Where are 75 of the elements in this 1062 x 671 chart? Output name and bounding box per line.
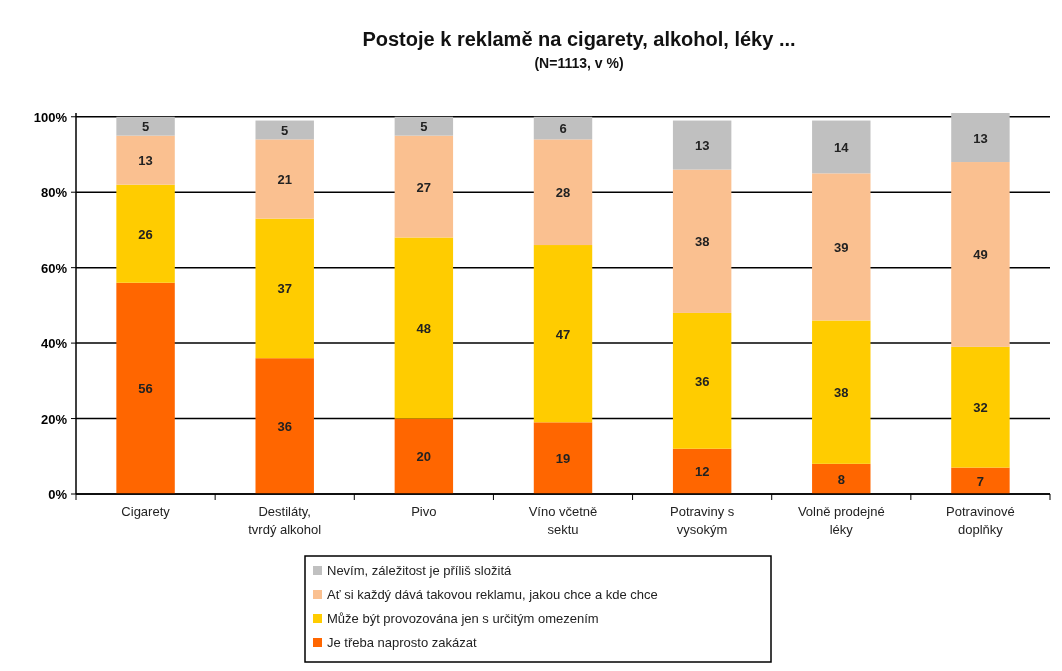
data-label: 5	[281, 122, 289, 138]
bar	[116, 116, 175, 136]
bar	[672, 312, 732, 449]
data-label: 49	[973, 247, 988, 263]
data-label: 27	[416, 179, 432, 195]
bar	[951, 467, 1010, 494]
x-tick-label: Volně prodejné léky	[797, 504, 885, 537]
bar	[812, 320, 871, 464]
bar	[533, 422, 593, 494]
data-label: 36	[277, 419, 292, 435]
bar	[533, 116, 593, 140]
x-tick-label: Potraviny s vysokým	[669, 504, 735, 537]
data-label: 21	[277, 172, 292, 188]
chart-title: Postoje k reklamě na cigarety, alkohol, léky ...	[362, 28, 796, 50]
bar	[812, 120, 871, 174]
data-label: 39	[834, 239, 849, 255]
legend-label: Může být provozována jen s určitým omezením	[327, 611, 599, 626]
legend-label: Nevím, záležitost je příliš složitá	[327, 563, 512, 578]
data-label: 13	[973, 130, 988, 146]
bar	[255, 139, 314, 219]
y-tick-label: 0%	[48, 487, 68, 502]
bar	[394, 418, 454, 494]
data-label: 8	[837, 471, 845, 487]
bar	[951, 113, 1010, 163]
y-tick-label: 40%	[40, 336, 68, 352]
data-label: 14	[834, 139, 850, 155]
data-label: 47	[555, 326, 571, 342]
legend-label: Ať si každý dává takovou reklamu, jakou chce a kde chce	[327, 587, 658, 602]
bar	[533, 245, 593, 423]
bar	[672, 169, 732, 313]
bar	[116, 135, 175, 185]
data-label: 6	[559, 121, 567, 137]
bar	[255, 218, 314, 359]
data-label: 13	[694, 138, 710, 154]
data-label: 19	[555, 451, 571, 467]
data-label: 26	[138, 226, 153, 242]
data-label: 37	[277, 281, 292, 297]
data-label: 5	[420, 119, 428, 135]
data-label: 36	[694, 373, 710, 389]
chart-subtitle: (N=1113, v %)	[534, 55, 624, 71]
bar	[394, 116, 454, 136]
data-label: 48	[416, 321, 432, 337]
bar	[672, 120, 732, 170]
bar	[672, 448, 732, 494]
y-tick-label: 60%	[40, 260, 68, 276]
bar	[812, 463, 871, 494]
data-label: 38	[694, 234, 710, 250]
legend-label: Je třeba naprosto zakázat	[327, 635, 477, 650]
bar	[812, 173, 871, 321]
x-tick-label: Destiláty, tvrdý alkohol	[248, 504, 322, 537]
data-label: 32	[973, 400, 988, 416]
bar	[116, 282, 175, 494]
bar	[116, 184, 175, 283]
x-tick-label: Víno včetně sektu	[528, 504, 598, 537]
bar	[394, 237, 454, 419]
data-label: 12	[694, 464, 710, 480]
bar	[255, 120, 314, 140]
bar	[255, 358, 314, 494]
x-tick-label: Pivo	[411, 504, 437, 519]
data-label: 13	[138, 153, 153, 169]
y-tick-label: 20%	[40, 411, 68, 427]
x-tick-label: Potravinové doplňky	[946, 504, 1015, 537]
data-label: 5	[141, 119, 150, 135]
y-tick-label: 100%	[33, 109, 68, 125]
bar	[951, 162, 1010, 347]
y-tick-label: 80%	[40, 185, 68, 201]
bar	[533, 139, 593, 246]
bar	[951, 346, 1010, 468]
data-label: 56	[138, 381, 153, 397]
data-label: 38	[834, 385, 849, 401]
data-label: 28	[555, 185, 571, 201]
bar	[394, 135, 454, 238]
data-label: 20	[416, 449, 432, 465]
data-label: 7	[976, 473, 985, 489]
x-tick-label: Cigarety	[121, 504, 171, 519]
